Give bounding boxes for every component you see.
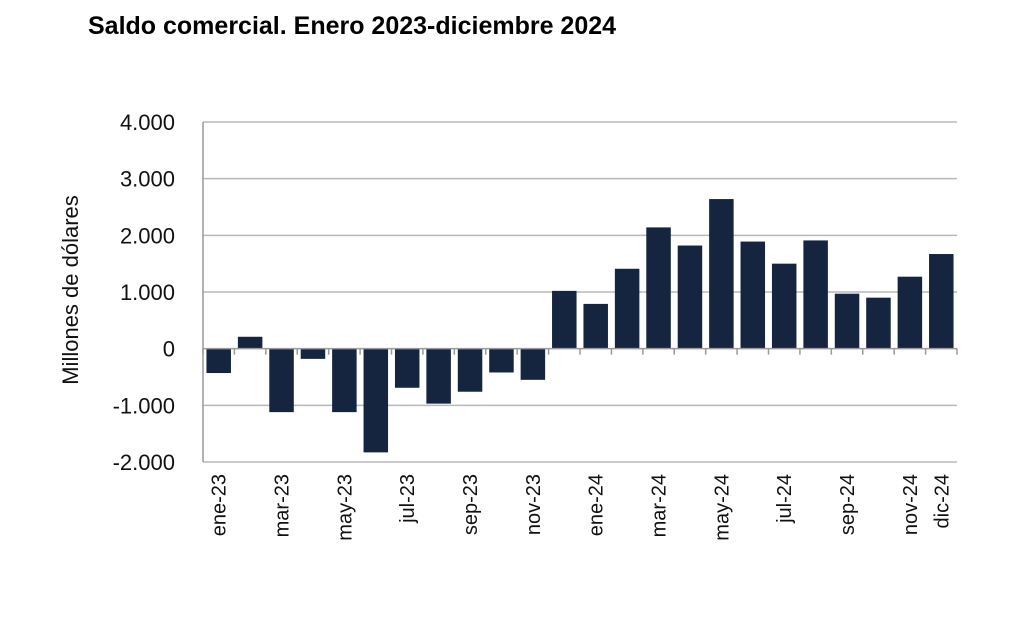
bar-may-24 [709, 199, 734, 349]
bar-ago-23 [426, 348, 451, 404]
bar-dic-23 [552, 290, 577, 349]
x-tick-label: mar-23 [272, 474, 294, 537]
bar-feb-24 [614, 268, 640, 349]
x-tick-label: ene-24 [586, 474, 608, 536]
y-tick-label: 1.000 [120, 280, 175, 305]
bar-mar-24 [646, 227, 671, 349]
bar-ene-23 [206, 348, 231, 374]
bar-nov-23 [520, 348, 546, 380]
axes [202, 122, 958, 462]
bars [206, 199, 954, 453]
x-tick-label: sep-23 [460, 474, 482, 535]
bar-oct-23 [489, 348, 514, 373]
y-tick-label: 3.000 [120, 167, 175, 192]
x-tick-label: may-24 [711, 474, 733, 541]
bar-feb-23 [237, 336, 263, 349]
x-tick-label: jul-24 [774, 474, 796, 524]
x-tick-label: sep-24 [837, 474, 859, 535]
x-tick-label: nov-24 [900, 474, 922, 535]
bar-mar-23 [269, 348, 294, 413]
bar-ene-24 [583, 303, 608, 349]
x-tick-label: nov-23 [523, 474, 545, 535]
bar-jul-24 [771, 263, 797, 349]
bar-oct-24 [866, 297, 891, 349]
x-tick-label: may-23 [334, 474, 356, 541]
bar-sep-24 [834, 293, 860, 349]
x-tick-label: jul-23 [397, 474, 419, 524]
bar-abr-23 [300, 348, 326, 359]
bar-nov-24 [897, 276, 923, 349]
x-tick-label: ene-23 [209, 474, 231, 536]
bar-jul-23 [394, 348, 420, 388]
bar-abr-24 [677, 245, 703, 349]
y-tick-label: 4.000 [120, 110, 175, 135]
bar-jun-23 [363, 348, 389, 453]
y-tick-label: -2.000 [113, 450, 175, 475]
y-axis-title: Millones de dólares [58, 195, 83, 385]
bar-jun-24 [740, 241, 766, 349]
y-tick-label: -1.000 [113, 393, 175, 418]
chart-title: Saldo comercial. Enero 2023-diciembre 20… [88, 12, 617, 40]
y-tick-label: 2.000 [120, 223, 175, 248]
y-tick-label: 0 [163, 337, 175, 362]
gridlines [203, 121, 957, 463]
x-tick-label: dic-24 [931, 474, 953, 528]
bar-may-23 [332, 348, 357, 413]
axis-labels: 4.000 3.000 2.000 1.000 0 -1.000 -2.000 ene-23 m… [113, 110, 954, 541]
bar-dic-24 [929, 254, 954, 349]
x-tick-label: mar-24 [649, 474, 671, 537]
bar-ago-24 [803, 240, 828, 349]
bar-sep-23 [457, 348, 483, 392]
